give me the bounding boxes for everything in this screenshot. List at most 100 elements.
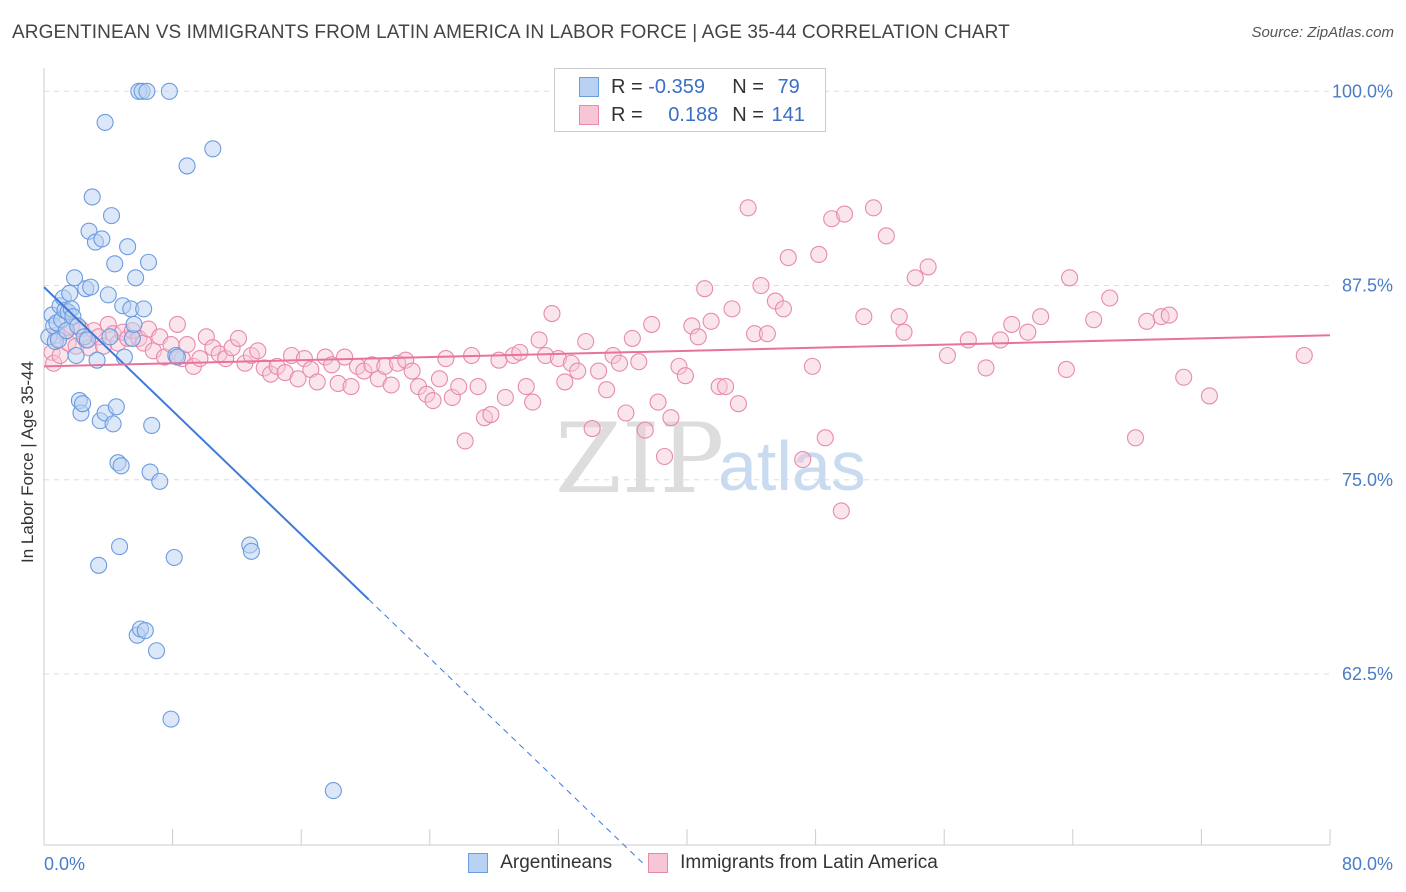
- data-point-argentineans: [165, 548, 183, 567]
- data-point-immigrants: [617, 404, 635, 422]
- data-point-immigrants: [630, 353, 648, 371]
- data-point-immigrants: [689, 328, 707, 346]
- data-point-argentineans: [138, 82, 156, 100]
- data-point-argentineans: [93, 230, 111, 248]
- data-point-immigrants: [197, 328, 215, 346]
- chart-title: ARGENTINEAN VS IMMIGRANTS FROM LATIN AME…: [12, 22, 1010, 43]
- n-label: N =: [732, 75, 764, 98]
- data-point-immigrants: [323, 356, 341, 374]
- data-point-argentineans: [112, 457, 130, 475]
- data-point-immigrants: [670, 357, 688, 375]
- data-point-immigrants: [702, 312, 720, 330]
- data-point-argentineans: [160, 82, 178, 100]
- data-point-immigrants: [511, 343, 529, 361]
- n-value: 79: [777, 75, 800, 98]
- data-point-immigrants: [774, 300, 793, 318]
- data-point-immigrants: [676, 367, 694, 385]
- data-point-immigrants: [437, 350, 455, 368]
- data-point-immigrants: [583, 419, 601, 438]
- data-point-immigrants: [683, 317, 701, 335]
- legend-label: Argentineans: [500, 852, 613, 873]
- axes: [43, 68, 1331, 846]
- data-point-argentineans: [147, 642, 166, 660]
- data-point-immigrants: [191, 350, 209, 368]
- data-point-immigrants: [382, 376, 400, 394]
- data-point-immigrants: [810, 245, 828, 264]
- data-point-immigrants: [636, 421, 654, 439]
- data-point-immigrants: [336, 348, 354, 366]
- data-point-immigrants: [816, 429, 834, 447]
- pink-swatch: [648, 853, 669, 873]
- r-label: R =: [611, 103, 643, 126]
- n-label: N =: [732, 103, 764, 126]
- data-point-immigrants: [598, 381, 616, 399]
- data-point-immigrants: [536, 346, 555, 365]
- data-point-argentineans: [125, 315, 143, 333]
- data-point-immigrants: [835, 205, 854, 223]
- legend-label: Immigrants from Latin America: [680, 852, 938, 873]
- data-point-immigrants: [1200, 387, 1218, 405]
- data-point-argentineans: [82, 278, 100, 296]
- data-point-immigrants: [890, 308, 908, 326]
- trend-line-immigrants: [43, 334, 1331, 368]
- data-point-immigrants: [249, 342, 267, 360]
- data-point-immigrants: [864, 199, 883, 217]
- data-point-immigrants: [403, 362, 421, 380]
- data-point-immigrants: [517, 378, 535, 396]
- data-point-argentineans: [204, 140, 222, 158]
- data-point-immigrants: [1138, 312, 1156, 330]
- trend-line-argentineans-extension: [368, 599, 644, 865]
- x-tick-label: 0.0%: [44, 854, 85, 874]
- data-point-argentineans: [101, 328, 119, 346]
- stats-legend-row-pink: R = 0.188 N = 141: [555, 101, 805, 129]
- data-point-immigrants: [229, 329, 248, 347]
- data-point-immigrants: [1003, 315, 1021, 333]
- data-point-argentineans: [102, 207, 121, 225]
- data-point-immigrants: [906, 269, 924, 287]
- data-point-argentineans: [106, 255, 124, 273]
- y-tick-label: 87.5%: [1342, 276, 1393, 296]
- r-label: R =: [611, 75, 643, 98]
- data-point-argentineans: [111, 538, 129, 556]
- data-point-immigrants: [877, 227, 895, 245]
- data-point-immigrants: [430, 370, 448, 388]
- legend-item-immigrants[interactable]: Immigrants from Latin America: [648, 852, 938, 874]
- data-point-immigrants: [569, 362, 587, 380]
- data-point-argentineans: [127, 269, 145, 287]
- data-point-immigrants: [1085, 311, 1103, 329]
- data-point-argentineans: [74, 395, 92, 413]
- data-point-immigrants: [794, 451, 812, 469]
- data-point-immigrants: [342, 378, 360, 396]
- data-point-immigrants: [530, 331, 548, 349]
- data-point-immigrants: [1101, 289, 1119, 307]
- x-tick-label: 80.0%: [1342, 854, 1393, 874]
- data-point-argentineans: [99, 286, 117, 304]
- data-point-immigrants: [1160, 306, 1178, 324]
- data-point-argentineans: [162, 710, 180, 728]
- stats-legend: R = -0.359 N = 79 R = 0.188 N = 141: [554, 68, 826, 132]
- data-point-immigrants: [255, 359, 273, 377]
- data-point-immigrants: [1032, 308, 1050, 326]
- data-point-argentineans: [324, 782, 342, 800]
- data-point-immigrants: [655, 447, 674, 466]
- data-point-argentineans: [139, 253, 158, 271]
- blue-swatch: [579, 77, 599, 97]
- data-point-immigrants: [496, 388, 514, 406]
- pink-series-points: [43, 199, 1313, 520]
- data-point-immigrants: [662, 409, 680, 427]
- data-point-argentineans: [61, 284, 79, 302]
- legend-item-argentineans[interactable]: Argentineans: [468, 852, 612, 874]
- data-point-immigrants: [482, 405, 500, 424]
- data-point-immigrants: [295, 350, 313, 368]
- r-value: -0.359: [648, 75, 705, 98]
- data-point-immigrants: [649, 393, 667, 411]
- data-point-immigrants: [1019, 323, 1037, 341]
- r-value: 0.188: [668, 103, 719, 126]
- data-point-immigrants: [556, 373, 574, 391]
- data-point-immigrants: [745, 325, 764, 343]
- data-point-immigrants: [803, 357, 821, 375]
- data-point-immigrants: [469, 378, 487, 396]
- trend-lines: [43, 286, 1331, 865]
- data-point-argentineans: [67, 346, 85, 365]
